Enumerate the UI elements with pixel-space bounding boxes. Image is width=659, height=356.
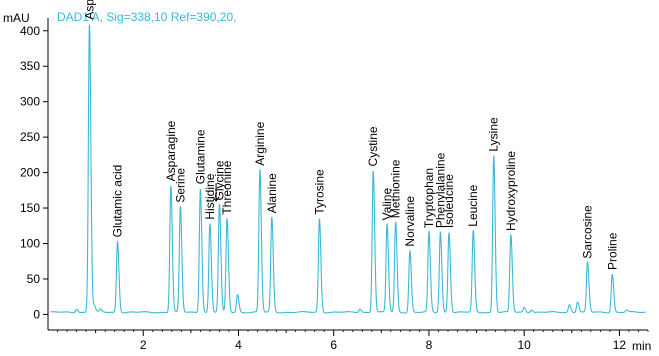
- peak-label: Tryptophan: [422, 168, 436, 228]
- peak-label: Valine: [380, 188, 394, 221]
- y-tick-label: 250: [20, 130, 40, 144]
- peak-label: Hydroxyproline: [504, 151, 518, 231]
- signal-label: DAD1 A, Sig=338,10 Ref=390,20,: [57, 10, 236, 24]
- peak-label: Threonine: [220, 160, 234, 214]
- peak-label: Cystine: [366, 126, 380, 166]
- peak-label: Leucine: [466, 184, 480, 226]
- arrow-head: [212, 196, 220, 202]
- peak-label: Norvaline: [403, 196, 417, 247]
- y-tick-label: 400: [20, 24, 40, 38]
- y-tick-label: 350: [20, 59, 40, 73]
- x-tick-label: 2: [140, 338, 147, 352]
- y-tick-label: 150: [20, 201, 40, 215]
- x-tick-label: 6: [330, 338, 337, 352]
- x-tick-label: 12: [613, 338, 627, 352]
- x-tick-label: 4: [235, 338, 242, 352]
- peak-label: Isoleucine: [442, 174, 456, 228]
- y-tick-label: 300: [20, 95, 40, 109]
- peak-label: Glutamic acid: [111, 165, 125, 238]
- peak-label: Aspartic acid: [82, 0, 96, 20]
- peak-label: Asparagine: [164, 120, 178, 181]
- x-axis: 2 4 6 8 10 12: [48, 329, 649, 352]
- y-tick-label: 0: [33, 307, 40, 321]
- x-axis-unit: min: [632, 339, 651, 353]
- peak-label: Sarcosine: [581, 205, 595, 259]
- peak-label: Histidine: [203, 173, 217, 219]
- y-tick-label: 100: [20, 236, 40, 250]
- x-tick-label: 10: [518, 338, 532, 352]
- peak-label: Serine: [173, 168, 187, 203]
- peak-label: Glutamine: [193, 129, 207, 184]
- y-axis: 0 50 100 150 200 250 300 350 400: [20, 18, 49, 330]
- peak-labels: Aspartic acid Glutamic acid AsparagineSeri…: [82, 0, 619, 270]
- y-tick-label: 50: [27, 272, 41, 286]
- peak-label: Alanine: [265, 173, 279, 213]
- peak-label: Lysine: [487, 117, 501, 152]
- peak-arrows: [212, 183, 220, 202]
- y-tick-label: 200: [20, 166, 40, 180]
- x-tick-label: 8: [426, 338, 433, 352]
- peak-label: Methionine: [389, 159, 403, 218]
- peak-label: Proline: [605, 232, 619, 270]
- peak-label: Phenylalanine: [433, 152, 447, 228]
- peak-label: Tyrosine: [312, 169, 326, 215]
- peak-label: Arginine: [253, 121, 267, 165]
- y-axis-unit: mAU: [3, 11, 30, 25]
- chromatogram-trace: [50, 24, 646, 314]
